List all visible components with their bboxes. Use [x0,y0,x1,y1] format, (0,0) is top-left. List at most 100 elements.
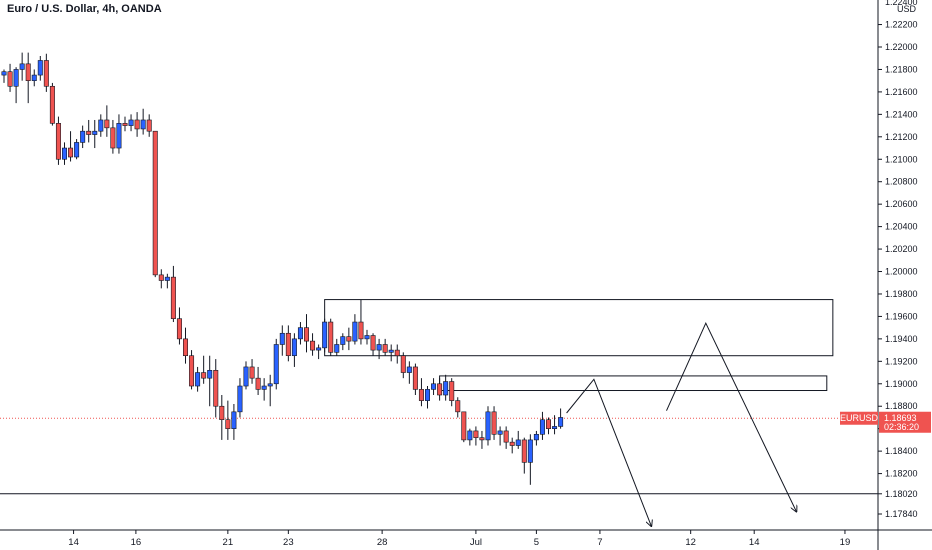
candle-bearish[interactable] [400,355,406,373]
candle-bullish[interactable] [267,383,273,387]
candle-bullish[interactable] [443,381,449,396]
candle-bullish[interactable] [364,335,370,340]
candle-bearish[interactable] [491,411,497,435]
candle-bearish[interactable] [110,127,116,149]
candle-bullish[interactable] [316,347,322,351]
candle-bullish[interactable] [261,385,267,390]
candle-bearish[interactable] [449,381,455,401]
candle-bullish[interactable] [237,385,243,413]
candle-bearish[interactable] [49,85,55,124]
candle-bullish[interactable] [388,349,394,353]
candle-bearish[interactable] [55,123,61,160]
candle-bearish[interactable] [25,63,31,81]
candle-bearish[interactable] [68,147,74,158]
candle-bearish[interactable] [437,383,443,396]
candle-bullish[interactable] [74,142,80,158]
candle-bullish[interactable] [533,433,539,441]
candle-bullish[interactable] [37,60,43,76]
candle-bullish[interactable] [322,321,328,349]
candle-bearish[interactable] [122,123,128,126]
candle-bullish[interactable] [527,439,533,463]
y-tick-label: 1.18800 [885,401,918,411]
candle-bullish[interactable] [406,366,412,373]
projection-path-1[interactable] [566,378,652,526]
candle-bullish[interactable] [243,366,249,387]
candle-bearish[interactable] [503,430,509,443]
candle-bearish[interactable] [183,338,189,357]
candle-bearish[interactable] [521,439,527,463]
candle-bullish[interactable] [485,411,491,441]
candle-bearish[interactable] [461,411,467,441]
candle-bullish[interactable] [31,74,37,81]
candle-bearish[interactable] [134,119,140,130]
candle-bullish[interactable] [424,389,430,401]
candle-bullish[interactable] [140,119,146,130]
candle-bullish[interactable] [273,344,279,385]
candle-bearish[interactable] [170,276,176,319]
candle-bearish[interactable] [509,441,515,446]
candle-bearish[interactable] [225,419,231,429]
chart-title: Euro / U.S. Dollar, 4h, OANDA [7,3,162,15]
candle-bearish[interactable] [255,377,261,390]
candle-bearish[interactable] [328,321,334,353]
candle-bearish[interactable] [346,336,352,342]
candle-bullish[interactable] [92,130,98,135]
candle-bearish[interactable] [285,332,291,357]
candle-bullish[interactable] [376,344,382,351]
candle-bullish[interactable] [195,372,201,387]
candle-bullish[interactable] [231,411,237,429]
candle-bearish[interactable] [473,430,479,438]
candle-bearish[interactable] [358,321,364,340]
candle-bullish[interactable] [334,344,340,353]
candle-bullish[interactable] [19,63,25,70]
candle-bearish[interactable] [158,274,164,281]
candle-bullish[interactable] [13,69,19,87]
zone-rectangle-1[interactable] [324,299,834,357]
candle-bearish[interactable] [545,419,551,429]
candle-bullish[interactable] [61,147,67,160]
candle-bearish[interactable] [146,119,152,132]
candle-bullish[interactable] [297,327,303,340]
candle-bearish[interactable] [219,405,225,421]
candle-bullish[interactable] [291,338,297,357]
candle-bearish[interactable] [176,318,182,340]
candle-bearish[interactable] [382,344,388,353]
zone-rectangle-2[interactable] [439,375,828,392]
candle-bearish[interactable] [86,130,92,135]
candle-bullish[interactable] [467,430,473,441]
candle-bullish[interactable] [279,332,285,345]
candle-bullish[interactable] [340,336,346,345]
candle-bearish[interactable] [455,400,461,413]
candle-bearish[interactable] [152,130,158,276]
candle-bearish[interactable] [43,60,49,87]
candle-bearish[interactable] [479,437,485,441]
candle-bullish[interactable] [164,276,170,281]
candle-bearish[interactable] [104,119,110,129]
candle-bullish[interactable] [1,71,7,76]
candle-bearish[interactable] [201,372,207,379]
candle-bullish[interactable] [116,123,122,149]
candle-bullish[interactable] [80,130,86,143]
candle-bullish[interactable] [539,419,545,435]
candle-bullish[interactable] [352,321,358,342]
candle-bearish[interactable] [249,366,255,379]
candle-bearish[interactable] [418,389,424,401]
projection-path-2[interactable] [666,322,797,512]
candle-bullish[interactable] [558,417,564,427]
candle-bearish[interactable] [310,340,316,351]
candle-bearish[interactable] [7,71,13,87]
candle-bearish[interactable] [303,327,309,342]
candle-bullish[interactable] [552,426,558,429]
candle-bullish[interactable] [431,383,437,390]
candle-bearish[interactable] [370,335,376,351]
candle-bearish[interactable] [394,349,400,357]
candle-bullish[interactable] [515,439,521,446]
candle-bullish[interactable] [207,370,213,379]
candle-bullish[interactable] [98,119,104,132]
candle-bearish[interactable] [213,370,219,407]
candle-bearish[interactable] [412,366,418,390]
candle-bullish[interactable] [128,119,134,126]
candle-bullish[interactable] [497,430,503,435]
candle-bearish[interactable] [189,355,195,387]
